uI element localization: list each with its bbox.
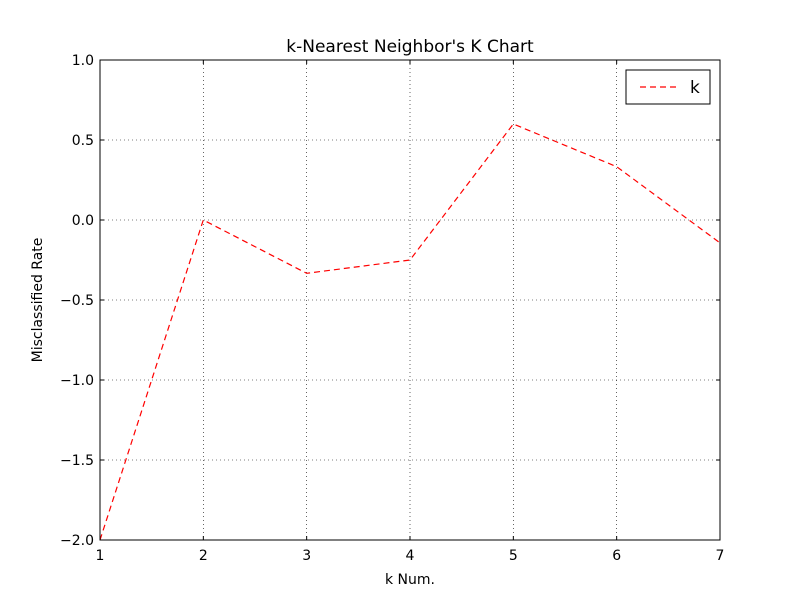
legend: k [625, 69, 711, 105]
y-axis-ticks: −2.0 −1.5 −1.0 −0.5 0.0 0.5 1.0 [60, 53, 720, 549]
x-axis-ticks: 1 2 3 4 5 6 7 [96, 60, 725, 564]
y-tick-label: −1.0 [60, 373, 94, 389]
y-axis-label: Misclassified Rate [30, 238, 46, 363]
y-tick-label: 1.0 [72, 53, 94, 69]
y-tick-label: −1.5 [60, 453, 94, 469]
legend-label-k: k [690, 78, 700, 98]
x-tick-label: 5 [509, 548, 518, 564]
y-tick-label: −0.5 [60, 293, 94, 309]
chart-title: k-Nearest Neighbor's K Chart [286, 37, 534, 57]
y-tick-label: 0.5 [72, 133, 94, 149]
x-axis-label: k Num. [385, 572, 435, 588]
y-tick-label: −2.0 [60, 533, 94, 549]
x-tick-label: 7 [716, 548, 725, 564]
x-tick-label: 3 [302, 548, 311, 564]
x-tick-label: 6 [612, 548, 621, 564]
y-tick-label: 0.0 [72, 213, 94, 229]
x-tick-label: 1 [96, 548, 105, 564]
x-tick-label: 2 [199, 548, 208, 564]
x-tick-label: 4 [406, 548, 415, 564]
